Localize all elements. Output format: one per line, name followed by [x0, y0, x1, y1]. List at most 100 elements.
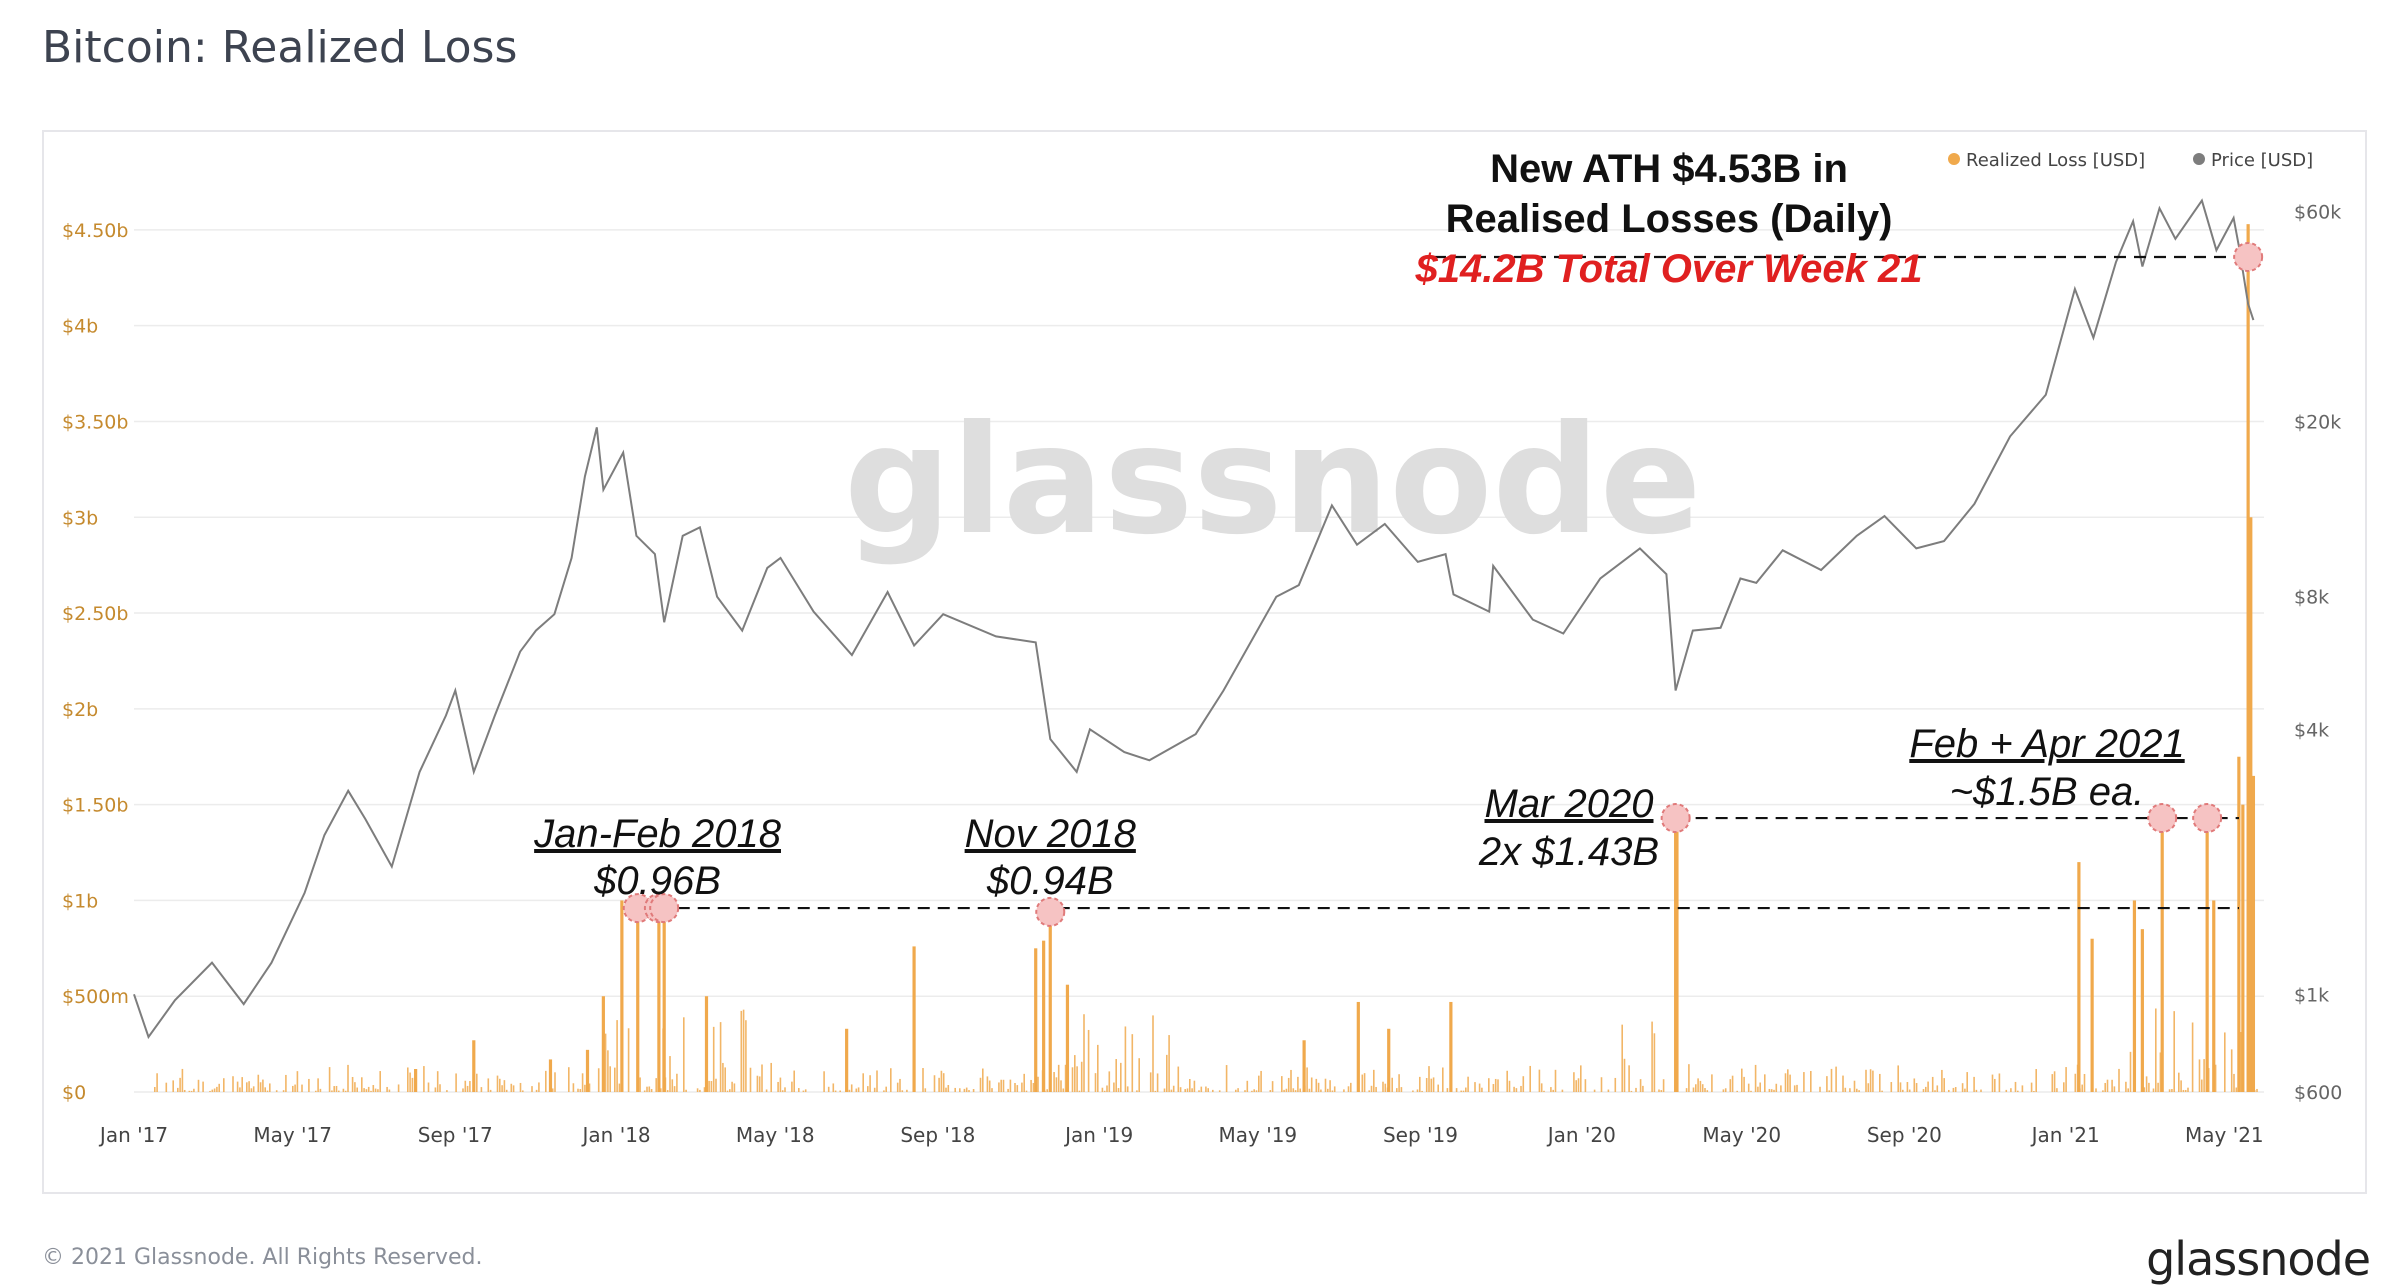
loss-bar-noise [554, 1072, 556, 1092]
annotation-marker [2233, 242, 2264, 272]
loss-bar-noise [409, 1072, 411, 1092]
annotation-subtitle: Realised Losses (Daily) [1446, 197, 1893, 241]
right-axis-tick-label: $60k [2294, 201, 2341, 223]
loss-bar-noise [922, 1068, 924, 1092]
loss-bar-noise [2145, 1076, 2148, 1092]
loss-bar-noise [1016, 1085, 1019, 1092]
loss-bar-noise [1076, 1066, 1078, 1092]
loss-bar-noise [1212, 1089, 1214, 1092]
loss-bar-noise [724, 1067, 726, 1092]
loss-bars-layer [154, 224, 2258, 1093]
loss-bar-noise [1198, 1090, 1200, 1092]
loss-bar-noise [1373, 1069, 1375, 1092]
loss-bar-noise [1706, 1090, 1709, 1092]
loss-bar-noise [252, 1086, 255, 1092]
loss-bar-noise [1398, 1074, 1400, 1092]
loss-bar-noise [765, 1089, 768, 1092]
loss-bar-noise [643, 1090, 646, 1092]
loss-bar-noise [423, 1066, 425, 1092]
loss-bar-noise [1653, 1033, 1656, 1092]
loss-bar-noise [282, 1090, 285, 1092]
annotation-marker [2147, 803, 2178, 834]
loss-bar-noise [365, 1089, 368, 1092]
loss-bar-noise [1177, 1066, 1180, 1092]
loss-bar-noise [804, 1089, 807, 1092]
loss-bar-noise [1255, 1090, 1258, 1092]
loss-bar-noise [165, 1082, 168, 1092]
loss-bar-noise [1881, 1090, 1883, 1092]
loss-bar-noise [269, 1083, 271, 1092]
loss-bar-noise [1324, 1078, 1327, 1092]
loss-bar-noise [1540, 1083, 1543, 1092]
loss-bar-noise [512, 1085, 515, 1092]
loss-bar-noise [1849, 1088, 1851, 1092]
loss-bar-noise [1858, 1090, 1860, 1092]
loss-bar [912, 946, 916, 1092]
loss-bar-noise [315, 1090, 317, 1092]
loss-bar-noise [1205, 1086, 1207, 1092]
loss-bar-noise [2159, 1052, 2162, 1092]
loss-bar-noise [1966, 1072, 1968, 1092]
loss-bar [601, 996, 605, 1092]
loss-bar-noise [1810, 1070, 1812, 1092]
loss-bar-noise [1432, 1077, 1435, 1092]
loss-bar-noise [2129, 1051, 2132, 1092]
loss-bar-noise [669, 1056, 671, 1092]
loss-bar-noise [1580, 1065, 1582, 1092]
loss-bar-noise [986, 1076, 989, 1092]
loss-bar-noise [241, 1077, 243, 1092]
loss-bar [414, 1069, 418, 1092]
loss-bar-noise [292, 1085, 294, 1092]
x-axis-tick-label: Jan '21 [2030, 1123, 2100, 1147]
loss-bar-noise [1662, 1079, 1665, 1092]
loss-bar-noise [1428, 1066, 1430, 1092]
loss-bar-noise [584, 1084, 586, 1092]
loss-bar-noise [232, 1076, 234, 1092]
loss-bar-noise [172, 1080, 174, 1092]
loss-bar-noise [639, 1077, 641, 1092]
loss-bar-noise [1306, 1067, 1308, 1092]
loss-bar [662, 908, 666, 1092]
loss-bar-noise [1954, 1087, 1957, 1092]
loss-bar-noise [218, 1083, 220, 1092]
loss-bar-noise [434, 1087, 437, 1092]
loss-bar-noise [505, 1089, 508, 1092]
loss-bar-noise [699, 1089, 701, 1092]
loss-bar-noise [972, 1089, 975, 1092]
loss-bar-noise [2106, 1079, 2109, 1092]
loss-bar-noise [1172, 1085, 1175, 1092]
loss-bar-noise [308, 1078, 310, 1092]
loss-bar-noise [1343, 1089, 1345, 1092]
loss-bar-noise [1584, 1079, 1587, 1092]
annotation-marker [2192, 803, 2223, 834]
loss-bar-noise [696, 1088, 699, 1092]
loss-bar-noise [476, 1073, 478, 1092]
legend: Realized Loss [USD] Price [USD] [1948, 150, 2313, 171]
loss-bar-noise [1421, 1090, 1423, 1092]
loss-bar-noise [1087, 1029, 1090, 1092]
loss-bar-noise [1980, 1089, 1982, 1092]
loss-bar-noise [1327, 1088, 1329, 1092]
loss-bar-noise [2005, 1089, 2008, 1092]
loss-bar-noise [2214, 1064, 2217, 1092]
loss-bar-noise [676, 1073, 678, 1092]
loss-bar-noise [2010, 1088, 2012, 1092]
grid-layer [134, 229, 2264, 1093]
loss-bar-noise [177, 1087, 179, 1092]
loss-bar-noise [947, 1085, 950, 1092]
price-line [133, 198, 2255, 1040]
loss-bar-noise [1927, 1081, 1929, 1092]
loss-bar-noise [646, 1086, 648, 1092]
loss-bar-noise [1115, 1059, 1117, 1092]
loss-bar-noise [607, 1050, 609, 1092]
left-axis-tick-label: $2b [62, 699, 98, 721]
loss-bar-noise [703, 1087, 706, 1092]
loss-bar [704, 996, 709, 1092]
loss-bar-noise [1021, 1082, 1023, 1092]
loss-bar-noise [1218, 1090, 1221, 1092]
loss-bar-noise [1271, 1081, 1274, 1092]
loss-bar-noise [959, 1088, 961, 1092]
loss-bar [1449, 1001, 1453, 1092]
loss-bar-noise [1074, 1055, 1076, 1092]
loss-bar-noise [867, 1086, 869, 1092]
